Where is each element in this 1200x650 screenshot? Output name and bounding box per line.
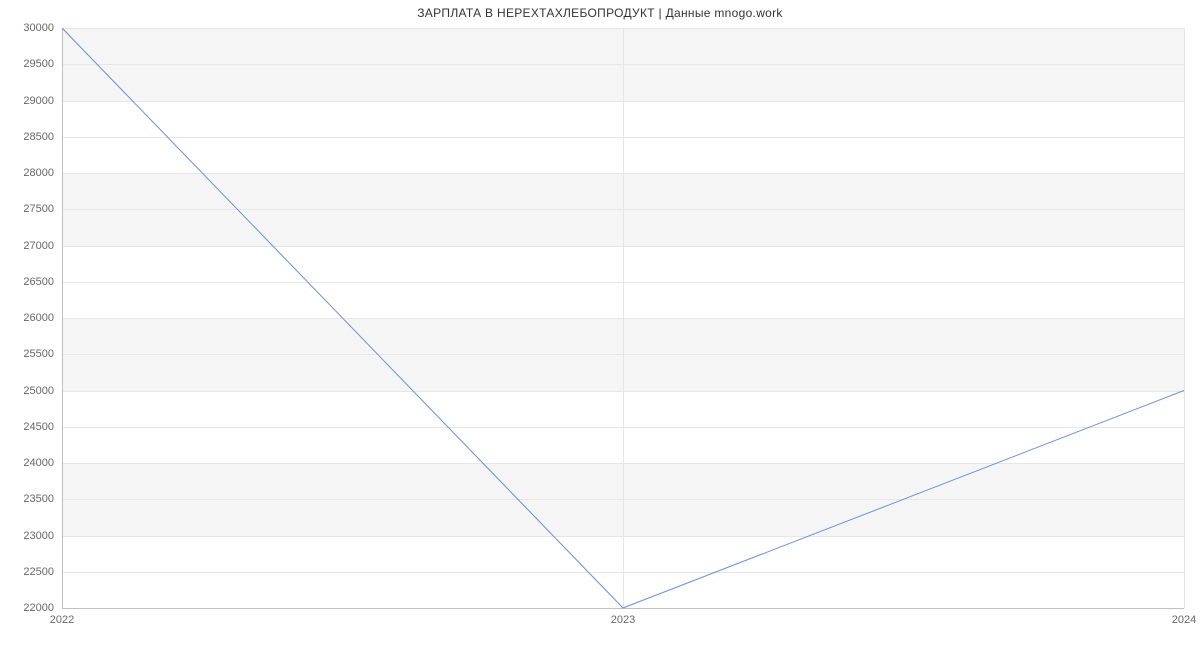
- y-axis-tick-label: 26500: [23, 276, 54, 288]
- y-axis-tick-label: 23000: [23, 530, 54, 542]
- y-axis-tick-label: 22500: [23, 566, 54, 578]
- y-axis-tick-label: 29000: [23, 95, 54, 107]
- salary-line-chart: ЗАРПЛАТА В НЕРЕХТАХЛЕБОПРОДУКТ | Данные …: [0, 0, 1200, 650]
- chart-title: ЗАРПЛАТА В НЕРЕХТАХЛЕБОПРОДУКТ | Данные …: [0, 6, 1200, 20]
- y-axis-tick-label: 30000: [23, 22, 54, 34]
- y-axis-tick-label: 25000: [23, 385, 54, 397]
- series-layer: [62, 28, 1184, 608]
- y-axis-tick-label: 27000: [23, 240, 54, 252]
- y-axis-tick-label: 26000: [23, 312, 54, 324]
- x-axis-tick-label: 2024: [1172, 614, 1196, 626]
- y-axis-tick-label: 27500: [23, 203, 54, 215]
- series-line-salary: [62, 28, 1184, 608]
- y-axis-tick-label: 28000: [23, 167, 54, 179]
- plot-area: 2200022500230002350024000245002500025500…: [62, 28, 1184, 608]
- y-axis-tick-label: 24500: [23, 421, 54, 433]
- x-axis-tick-label: 2023: [611, 614, 635, 626]
- x-gridline: [1184, 28, 1185, 608]
- y-axis-tick-label: 24000: [23, 457, 54, 469]
- y-axis-tick-label: 23500: [23, 493, 54, 505]
- x-axis-tick-label: 2022: [50, 614, 74, 626]
- y-axis-tick-label: 29500: [23, 58, 54, 70]
- y-axis-tick-label: 25500: [23, 348, 54, 360]
- y-axis-tick-label: 22000: [23, 602, 54, 614]
- y-axis-tick-label: 28500: [23, 131, 54, 143]
